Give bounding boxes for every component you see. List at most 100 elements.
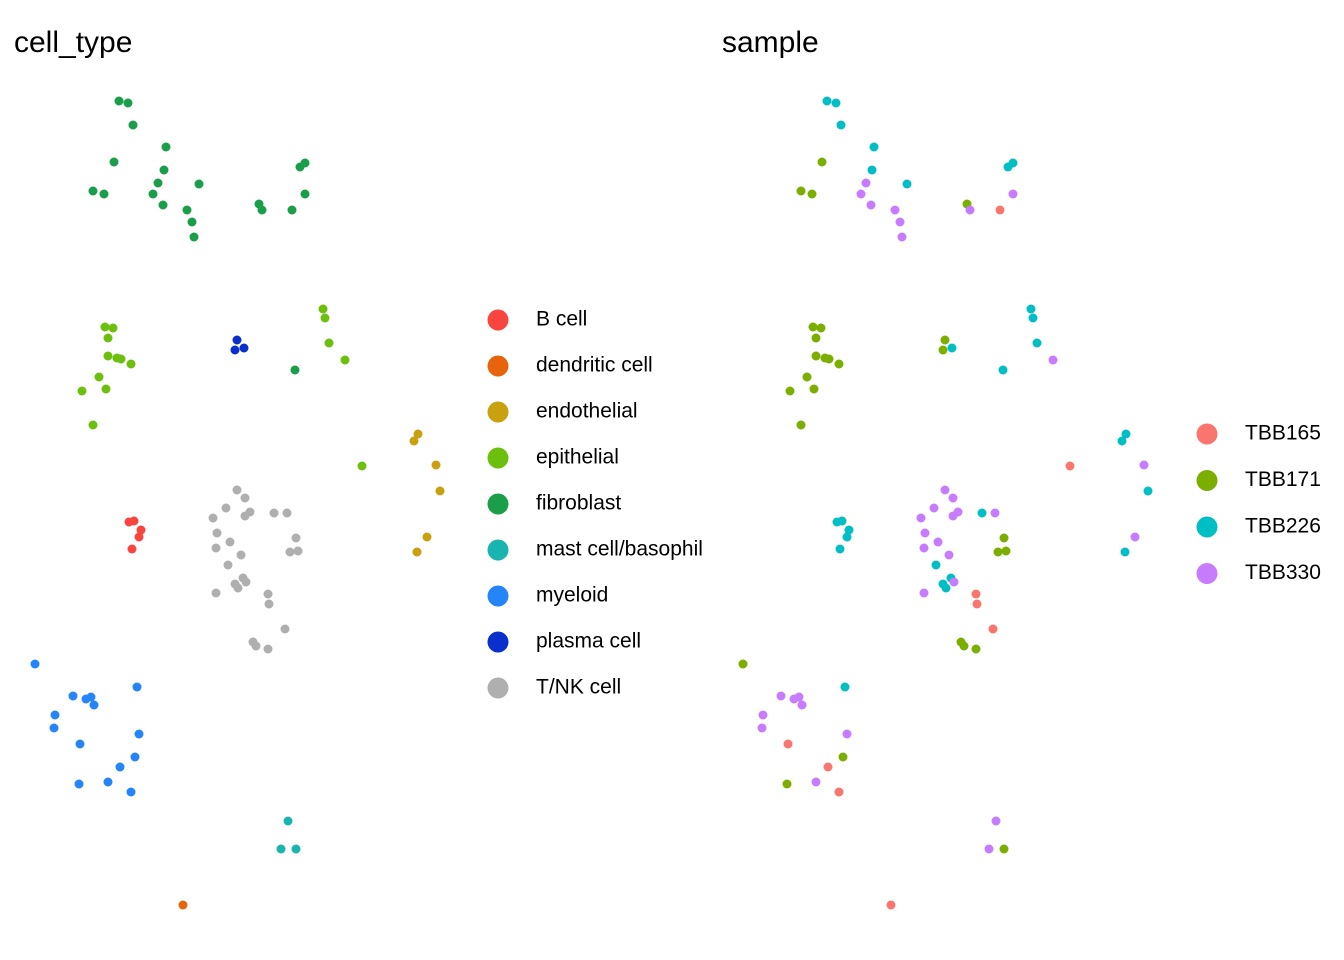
point: [835, 544, 845, 554]
point: [941, 583, 951, 593]
point: [300, 189, 310, 199]
point: [1121, 429, 1131, 439]
point: [837, 516, 847, 526]
point: [127, 544, 137, 554]
point: [148, 189, 158, 199]
point: [194, 179, 204, 189]
point: [929, 503, 939, 513]
point: [88, 420, 98, 430]
point: [187, 217, 197, 227]
point: [920, 528, 930, 538]
point: [130, 752, 140, 762]
point: [30, 659, 40, 669]
point: [842, 532, 852, 542]
point: [340, 355, 350, 365]
point: [831, 98, 841, 108]
point: [257, 205, 267, 215]
point: [115, 762, 125, 772]
point: [867, 165, 877, 175]
point: [940, 485, 950, 495]
point: [159, 165, 169, 175]
point: [99, 189, 109, 199]
point: [1008, 158, 1018, 168]
point: [971, 644, 981, 654]
point: [128, 120, 138, 130]
point: [984, 844, 994, 854]
point: [808, 322, 818, 332]
point: [1028, 313, 1038, 323]
legend-marker: [487, 585, 509, 607]
point: [856, 189, 866, 199]
point: [232, 485, 242, 495]
point: [959, 641, 969, 651]
point: [75, 739, 85, 749]
legend-marker: [1196, 470, 1218, 491]
legend-marker: [1196, 516, 1218, 538]
point: [241, 577, 251, 587]
legend-marker: [487, 355, 509, 377]
point: [413, 429, 423, 439]
point: [802, 372, 812, 382]
point: [132, 682, 142, 692]
point: [757, 723, 767, 733]
point: [948, 511, 958, 521]
point: [134, 729, 144, 739]
point: [212, 528, 222, 538]
point: [1001, 546, 1011, 556]
point: [158, 200, 168, 210]
point: [897, 232, 907, 242]
point: [263, 589, 273, 599]
point: [811, 333, 821, 343]
point: [1065, 461, 1075, 471]
point: [225, 537, 235, 547]
point: [50, 710, 60, 720]
point: [1139, 460, 1149, 470]
point: [1008, 189, 1018, 199]
point: [902, 179, 912, 189]
point: [931, 560, 941, 570]
point: [77, 386, 87, 396]
point: [822, 96, 832, 106]
point: [285, 547, 295, 557]
point: [886, 900, 896, 910]
point: [844, 525, 854, 535]
point: [988, 624, 998, 634]
point: [1117, 436, 1127, 446]
point: [233, 583, 243, 593]
point: [838, 752, 848, 762]
point: [998, 365, 1008, 375]
legend-marker: [1196, 563, 1218, 584]
point: [232, 335, 242, 345]
point: [280, 624, 290, 634]
point: [123, 98, 133, 108]
point: [972, 599, 982, 609]
legend-marker: [487, 631, 509, 653]
point: [153, 178, 163, 188]
point: [134, 532, 144, 542]
legend-marker: [487, 447, 509, 469]
point: [1130, 532, 1140, 542]
legend-label: fibroblast: [536, 492, 621, 515]
point: [100, 322, 110, 332]
point: [161, 142, 171, 152]
legend-label: mast cell/basophil: [536, 538, 703, 561]
point: [293, 546, 303, 556]
point: [999, 533, 1009, 543]
point: [1048, 355, 1058, 365]
point: [89, 700, 99, 710]
point: [758, 710, 768, 720]
point: [971, 589, 981, 599]
point: [811, 351, 821, 361]
legend-label: B cell: [536, 308, 587, 331]
point: [116, 354, 126, 364]
point: [409, 436, 419, 446]
legend-label: TBB330: [1245, 561, 1321, 584]
point: [287, 205, 297, 215]
point: [291, 533, 301, 543]
point: [783, 739, 793, 749]
point: [74, 779, 84, 789]
point: [291, 844, 301, 854]
chart-title: cell_type: [14, 26, 132, 59]
point: [785, 386, 795, 396]
point: [178, 900, 188, 910]
